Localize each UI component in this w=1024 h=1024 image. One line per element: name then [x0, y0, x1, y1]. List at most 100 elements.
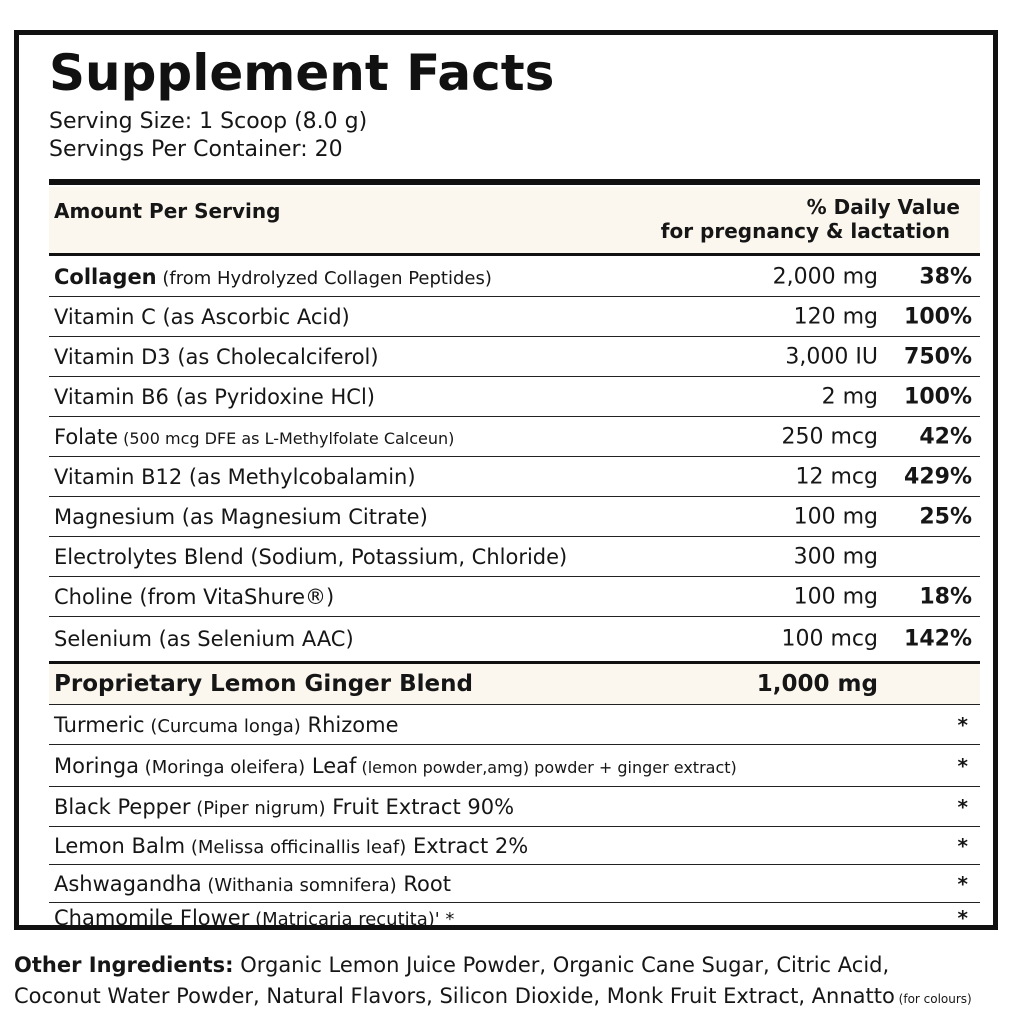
nutrient-label: Vitamin D3 [54, 344, 171, 369]
ingredient-label: Chamomile Flower [54, 906, 250, 930]
daily-value-not-established-mark: * [957, 753, 968, 778]
ingredient-botanical: (Moringa oleifera) [138, 756, 306, 778]
nutrient-label: Vitamin C [54, 304, 156, 329]
blend-ingredient-row: Lemon Balm (Melissa officinallis leaf) E… [49, 827, 980, 865]
nutrient-row: Electrolytes Blend (Sodium, Potassium, C… [49, 537, 980, 577]
nutrient-source: (as Ascorbic Acid) [155, 304, 350, 329]
daily-value-not-established-mark: * [957, 794, 968, 819]
nutrient-label: Choline [54, 584, 133, 609]
nutrient-name: Electrolytes Blend (Sodium, Potassium, C… [54, 545, 567, 569]
ingredient-botanical: (Piper nigrum) [190, 797, 326, 819]
daily-value-not-established-mark: * [957, 712, 968, 737]
ingredient-extra: (lemon powder,amg) powder + ginger extra… [356, 757, 737, 777]
blend-ingredient-row: Chamomile Flower (Matricaria recutita)' … [49, 903, 980, 933]
nutrient-daily-value: 750% [904, 344, 972, 369]
nutrient-source: (as Cholecalciferol) [170, 344, 379, 369]
serving-size: Serving Size: 1 Scoop (8.0 g) [49, 109, 368, 134]
blend-ingredient-row: Moringa (Moringa oleifera) Leaf (lemon p… [49, 745, 980, 787]
ingredient-label: Black Pepper [54, 794, 191, 819]
daily-value-line1: % Daily Value [806, 195, 960, 219]
nutrient-row: Folate (500 mcg DFE as L-Methylfolate Ca… [49, 417, 980, 457]
nutrient-name: Magnesium (as Magnesium Citrate) [54, 505, 428, 529]
other-ingredients-note: (for colours) [894, 992, 972, 1006]
nutrient-row: Collagen (from Hydrolyzed Collagen Pepti… [49, 257, 980, 297]
amount-per-serving-label: Amount Per Serving [54, 199, 281, 223]
other-ingredients-label: Other Ingredients: [14, 953, 234, 977]
daily-value-line2: for pregnancy & lactation [660, 219, 950, 243]
blend-ingredient-name: Chamomile Flower (Matricaria recutita)' … [54, 906, 454, 930]
nutrient-row: Magnesium (as Magnesium Citrate) 100 mg 25… [49, 497, 980, 537]
servings-per-container: Servings Per Container: 20 [49, 137, 343, 162]
nutrient-source: (as Selenium AAC) [151, 627, 354, 651]
ingredient-label: Moringa [54, 753, 139, 778]
supplement-facts-panel: Supplement Facts Serving Size: 1 Scoop (… [14, 30, 998, 930]
nutrient-label: Selenium [54, 627, 152, 651]
nutrient-source: (from VitaShure®) [132, 584, 335, 609]
blend-ingredient-name: Black Pepper (Piper nigrum) Fruit Extrac… [54, 795, 514, 819]
nutrient-name: Vitamin B6 (as Pyridoxine HCl) [54, 385, 375, 409]
nutrient-amount: 2,000 mg [772, 264, 878, 289]
nutrient-amount: 300 mg [793, 544, 878, 569]
blend-row: Proprietary Lemon Ginger Blend 1,000 mg [49, 661, 980, 705]
nutrient-daily-value: 100% [904, 384, 972, 409]
daily-value-not-established-mark: * [957, 871, 968, 896]
column-header: Amount Per Serving % Daily Value for pre… [49, 187, 980, 253]
nutrient-label: Electrolytes Blend [54, 544, 244, 569]
nutrient-name: Choline (from VitaShure®) [54, 585, 334, 609]
nutrient-daily-value: 142% [904, 626, 972, 652]
nutrient-source: (500 mcg DFE as L-Methylfolate Calceun) [118, 428, 455, 448]
daily-value-not-established-mark: * [957, 906, 968, 930]
blend-amount: 1,000 mg [756, 671, 878, 697]
nutrient-daily-value: 25% [919, 504, 972, 529]
blend-ingredient-row: Black Pepper (Piper nigrum) Fruit Extrac… [49, 787, 980, 827]
ingredient-label: Lemon Balm [54, 833, 186, 858]
ingredient-botanical: (Withania somnifera) [201, 874, 397, 896]
ingredient-botanical: (Melissa officinallis leaf) [185, 836, 407, 858]
nutrient-amount: 250 mcg [781, 424, 878, 449]
nutrient-amount: 100 mg [793, 504, 878, 529]
ingredient-botanical: (Curcuma longa) [144, 715, 301, 737]
nutrient-source: (as Magnesium Citrate) [175, 504, 428, 529]
blend-name: Proprietary Lemon Ginger Blend [54, 671, 473, 697]
blend-ingredient-row: Ashwagandha (Withania somnifera) Root * [49, 865, 980, 903]
nutrient-row: Vitamin C (as Ascorbic Acid) 120 mg 100% [49, 297, 980, 337]
ingredient-part: Leaf [305, 753, 357, 778]
nutrient-daily-value: 42% [919, 424, 972, 449]
other-ingredients-line2: Coconut Water Powder, Natural Flavors, S… [14, 984, 895, 1008]
ingredient-part: Rhizome [300, 712, 399, 737]
nutrient-amount: 120 mg [793, 304, 878, 329]
nutrient-name: Folate (500 mcg DFE as L-Methylfolate Ca… [54, 425, 454, 449]
blend-ingredient-name: Lemon Balm (Melissa officinallis leaf) E… [54, 834, 528, 858]
nutrient-name: Vitamin B12 (as Methylcobalamin) [54, 465, 416, 489]
nutrient-label: Vitamin B12 [54, 464, 183, 489]
nutrient-daily-value: 38% [919, 264, 972, 289]
nutrient-daily-value: 429% [904, 464, 972, 489]
other-ingredients-line1: Organic Lemon Juice Powder, Organic Cane… [233, 953, 890, 977]
nutrient-row: Choline (from VitaShure®) 100 mg 18% [49, 577, 980, 617]
nutrient-source: (Sodium, Potassium, Chloride) [243, 544, 568, 569]
blend-ingredient-row: Turmeric (Curcuma longa) Rhizome * [49, 705, 980, 745]
blend-ingredient-name: Ashwagandha (Withania somnifera) Root [54, 872, 451, 896]
top-thick-rule [49, 179, 980, 185]
nutrient-daily-value: 100% [904, 304, 972, 329]
nutrient-name: Vitamin C (as Ascorbic Acid) [54, 305, 350, 329]
nutrient-amount: 100 mg [793, 584, 878, 609]
nutrient-name: Selenium (as Selenium AAC) [54, 627, 354, 651]
nutrient-label: Collagen [54, 264, 157, 289]
ingredient-part: Root [396, 871, 451, 896]
nutrient-name: Vitamin D3 (as Cholecalciferol) [54, 345, 379, 369]
nutrient-row: Vitamin D3 (as Cholecalciferol) 3,000 IU 7… [49, 337, 980, 377]
header-rule [49, 253, 980, 256]
ingredient-part: Fruit Extract 90% [325, 794, 515, 819]
nutrient-amount: 2 mg [821, 384, 878, 409]
nutrient-source: (from Hydrolyzed Collagen Peptides) [156, 267, 492, 289]
nutrient-daily-value: 18% [919, 584, 972, 609]
nutrient-amount: 3,000 IU [785, 344, 878, 369]
nutrient-label: Vitamin B6 [54, 384, 169, 409]
panel-title: Supplement Facts [49, 44, 555, 102]
blend-ingredient-name: Moringa (Moringa oleifera) Leaf (lemon p… [54, 754, 737, 778]
nutrient-row: Selenium (as Selenium AAC) 100 mcg 142% [49, 617, 980, 661]
nutrient-source: (as Pyridoxine HCl) [168, 384, 375, 409]
ingredient-label: Turmeric [54, 712, 145, 737]
nutrient-name: Collagen (from Hydrolyzed Collagen Pepti… [54, 265, 492, 289]
